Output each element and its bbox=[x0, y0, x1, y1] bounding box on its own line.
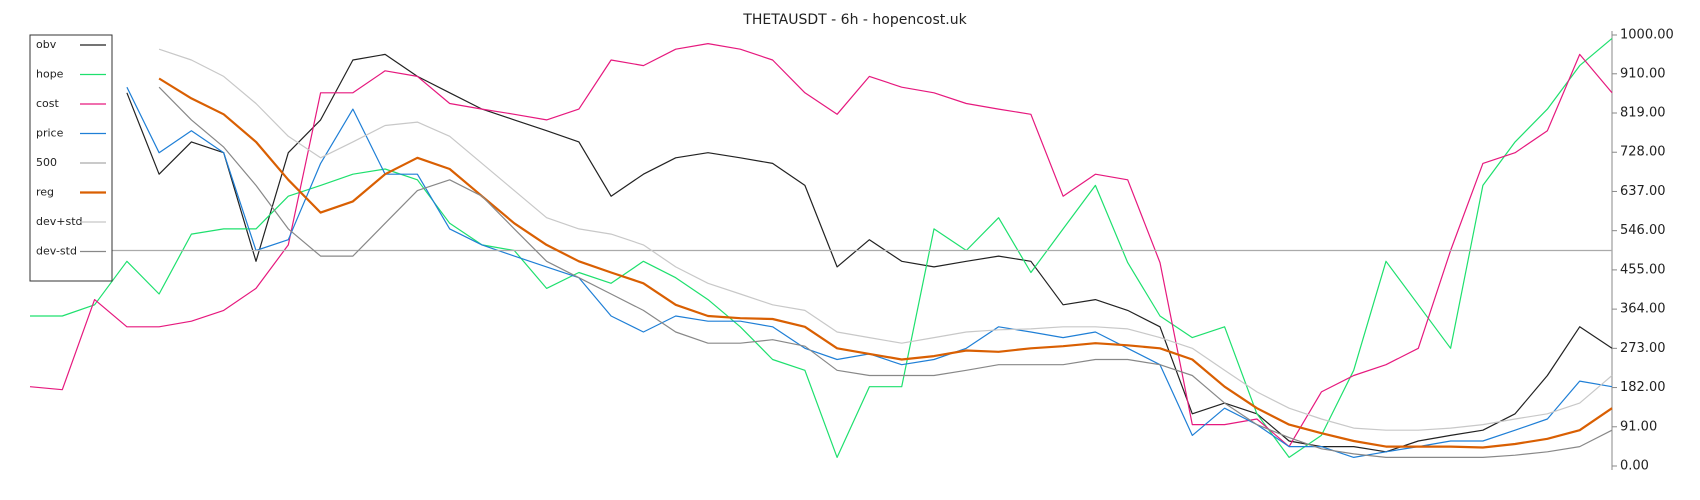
legend-label: dev-std bbox=[36, 245, 77, 258]
series-line bbox=[126, 86, 1613, 458]
y-tick-label: 728.00 bbox=[1620, 145, 1666, 160]
chart-title: THETAUSDT - 6h - hopencost.uk bbox=[742, 12, 967, 28]
series-line bbox=[30, 37, 1613, 458]
y-tick-label: 910.00 bbox=[1620, 66, 1666, 81]
y-tick-label: 1000.00 bbox=[1620, 28, 1674, 43]
series-line bbox=[29, 43, 1613, 448]
legend-label: price bbox=[36, 127, 64, 140]
legend-label: obv bbox=[36, 38, 57, 51]
y-tick-label: 364.00 bbox=[1620, 302, 1666, 317]
series-line bbox=[158, 77, 1613, 449]
y-tick-label: 819.00 bbox=[1620, 106, 1666, 121]
y-tick-label: 0.00 bbox=[1620, 459, 1649, 474]
legend-label: dev+std bbox=[36, 215, 83, 228]
y-tick-label: 182.00 bbox=[1620, 380, 1666, 395]
legend-label: reg bbox=[36, 186, 54, 199]
series-line bbox=[158, 48, 1613, 431]
legend-label: 500 bbox=[36, 156, 57, 169]
legend-box bbox=[29, 34, 113, 282]
series-line bbox=[158, 86, 1613, 458]
y-tick-label: 91.00 bbox=[1620, 419, 1657, 434]
legend-label: hope bbox=[36, 68, 64, 81]
y-tick-label: 455.00 bbox=[1620, 262, 1666, 277]
legend-label: cost bbox=[36, 97, 60, 110]
y-tick-label: 273.00 bbox=[1620, 341, 1666, 356]
y-tick-label: 546.00 bbox=[1620, 223, 1666, 238]
series-line bbox=[126, 53, 1613, 453]
y-tick-label: 637.00 bbox=[1620, 184, 1666, 199]
